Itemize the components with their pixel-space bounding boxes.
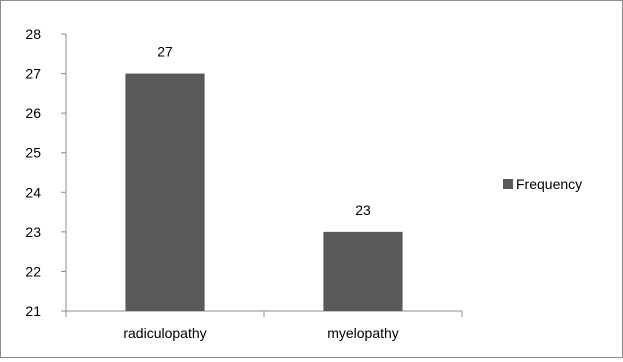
legend-swatch <box>503 179 513 189</box>
y-tick-label: 25 <box>25 145 41 161</box>
bar-myelopathy <box>323 231 403 311</box>
y-tick-label: 21 <box>25 303 41 319</box>
data-label: 27 <box>157 44 173 60</box>
x-axis: radiculopathy myelopathy <box>65 310 463 341</box>
y-tick-label: 22 <box>25 263 41 279</box>
y-tick-label: 23 <box>25 224 41 240</box>
y-tick-label: 27 <box>25 66 41 82</box>
data-label: 23 <box>355 202 371 218</box>
legend: Frequency <box>503 176 582 192</box>
y-tick-label: 26 <box>25 105 41 121</box>
y-tick-label: 24 <box>25 184 41 200</box>
y-axis: 21 22 23 24 25 26 27 28 <box>25 26 67 319</box>
bars: 27 23 <box>125 44 403 311</box>
bar-radiculopathy <box>125 73 205 311</box>
y-tick-label: 28 <box>25 26 41 42</box>
legend-label: Frequency <box>516 176 582 192</box>
x-category-label: myelopathy <box>327 325 399 341</box>
x-category-label: radiculopathy <box>123 325 206 341</box>
